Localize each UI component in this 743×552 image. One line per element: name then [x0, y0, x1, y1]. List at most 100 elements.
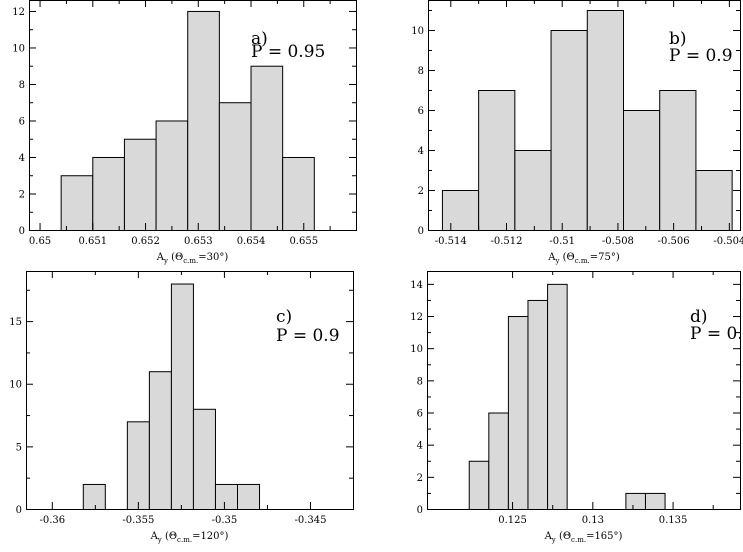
panel-c-xlabel-sub1: y	[157, 536, 162, 544]
panel-b-bar-3	[550, 30, 588, 231]
panel-b-bar-4	[586, 10, 624, 231]
panel-c-x-tick-label: -0.36	[39, 515, 65, 526]
panel-c-x-tick-label: -0.35	[212, 515, 238, 526]
panel-b-xlabel-angle: =75°)	[590, 252, 620, 263]
panel-d-x-axis-label: Ay (Θc.m.=165°)	[544, 531, 623, 544]
panel-a-bar-3	[155, 120, 189, 231]
panel-a-y-tick-label: 12	[12, 7, 25, 18]
panel-a-xlabel-sub2: c.m.	[183, 257, 198, 265]
panel-a-bar-1	[92, 156, 125, 232]
panel-c-xlabel-angle: =120°)	[192, 531, 228, 542]
panel-d-xlabel-angle: =165°)	[586, 531, 622, 542]
panel-b-x-tick-label: -0.508	[602, 236, 634, 247]
panel-a-y-tick-label: 4	[19, 153, 25, 164]
panel-a-x-tick-label: 0.652	[131, 236, 160, 247]
panel-a-axes: 0.65 0.651 0.652 0.653 0.654 0.655 0 2 4 6 8 10 12	[12, 0, 356, 247]
panel-c-bar-5	[192, 408, 216, 510]
panel-c-bar-7	[237, 483, 261, 510]
panel-c-y-tick-label: 0	[16, 505, 22, 516]
panel-d-y-tick-label: 0	[417, 505, 423, 516]
panel-c-xlabel-sub2: c.m.	[177, 536, 192, 544]
panel-a-bar-2	[123, 138, 157, 232]
panel-b-label: b)	[669, 29, 687, 49]
panel-b-xlabel-sub2: c.m.	[575, 257, 590, 265]
panel-b-bars	[441, 10, 733, 231]
panel-d-bar-3	[527, 299, 549, 510]
panel-d-y-tick-label: 2	[417, 473, 423, 484]
panel-a-xlabel-main: A	[156, 252, 165, 263]
panel-a-label: a)	[251, 29, 268, 49]
panel-c-x-axis-label: Ay (Θc.m.=120°)	[150, 531, 229, 544]
panel-d-plot-frame	[427, 271, 741, 510]
panel-b-x-tick-label: -0.506	[658, 236, 690, 247]
panel-d-x-tick-label: 0.125	[498, 515, 527, 526]
panel-d-y-tick-label: 4	[417, 441, 423, 452]
panel-a-xlabel-sub1: y	[163, 257, 168, 265]
panel-a-y-tick-label: 8	[19, 80, 25, 91]
panel-a-bar-5	[218, 102, 252, 231]
panel-b-p-value: P = 0.9	[669, 46, 733, 66]
panel-a-xlabel-theta: (Θ	[168, 252, 183, 263]
panel-d-bar-2	[507, 316, 529, 511]
panel-d-xlabel-sub2: c.m.	[571, 536, 586, 544]
panel-c-x-tick-label: -0.345	[294, 515, 326, 526]
panel-b-y-tick-label: 2	[418, 186, 424, 197]
panel-c-y-tick-label: 10	[9, 380, 22, 391]
panel-d-label: d)	[690, 307, 708, 327]
panel-d-y-tick-label: 12	[410, 312, 423, 323]
panel-d-x-tick-label: 0.135	[659, 515, 688, 526]
panel-d-bar-4	[547, 283, 568, 510]
panel-a-y-tick-label: 6	[19, 116, 25, 127]
panel-d-bar-1	[488, 412, 509, 511]
panel-b-bar-7	[695, 170, 733, 231]
panel-d-y-tick-label: 14	[410, 280, 423, 291]
panel-a-x-axis-label: Ay (Θc.m.=30°)	[156, 252, 229, 265]
panel-b-axes: -0.514 -0.512 -0.51 -0.508 -0.506 -0.504 0 2 4 6 8…	[411, 0, 743, 247]
panel-c-bar-0	[82, 483, 106, 510]
panel-d-bar-8	[625, 492, 646, 510]
panel-d-axes: 0.125 0.13 0.135 0 2 4 6 8 10 12 14	[410, 271, 740, 526]
panel-d-xlabel-sub1: y	[551, 536, 556, 544]
panel-c-bar-6	[214, 483, 239, 510]
panel-c-p-value: P = 0.9	[276, 326, 340, 346]
panel-c-y-tick-label: 5	[16, 442, 22, 453]
panel-b-bar-2	[514, 150, 552, 231]
panel-b-y-tick-label: 8	[418, 66, 424, 77]
panel-c-bar-3	[148, 371, 172, 511]
panel-a-bars	[60, 10, 315, 232]
panel-a-y-tick-label: 10	[12, 43, 25, 54]
panel-d-bar-0	[468, 460, 490, 510]
panel-c-bar-2	[126, 421, 150, 511]
panel-a-y-tick-label: 0	[19, 226, 25, 237]
panel-d-x-tick-label: 0.13	[582, 515, 604, 526]
panel-c-bars	[82, 283, 261, 511]
panel-b-x-tick-label: -0.514	[435, 236, 467, 247]
panel-b-y-tick-label: 10	[411, 26, 424, 37]
panel-d-xlabel-theta: (Θ	[556, 531, 571, 542]
panel-c-bar-4	[170, 283, 194, 510]
panel-c-x-tick-label: -0.355	[122, 515, 154, 526]
panel-a-p-value: P = 0.95	[251, 42, 325, 62]
panel-d-y-tick-label: 8	[417, 376, 423, 387]
panel-b-bar-5	[623, 110, 661, 231]
panel-b-xlabel-theta: (Θ	[559, 252, 574, 263]
panel-a-bar-6	[250, 65, 284, 232]
panel-d-bars	[468, 283, 666, 511]
panel-b-x-tick-label: -0.504	[713, 236, 743, 247]
panel-d-y-tick-label: 10	[410, 344, 423, 355]
panel-d-p-value: P = 0.41	[690, 324, 743, 344]
panel-d-xlabel-main: A	[544, 531, 553, 542]
panel-a-x-tick-label: 0.65	[29, 236, 51, 247]
panel-b-y-tick-label: 4	[418, 146, 424, 157]
panel-d-y-tick-label: 6	[417, 409, 423, 420]
panel-d: 0.125 0.13 0.135 0 2 4 6 8 10 12 14 d) P = 0.41 Ay…	[410, 271, 743, 544]
panel-b-y-tick-label: 6	[418, 106, 424, 117]
panel-b-y-tick-label: 0	[418, 226, 424, 237]
panel-c-label: c)	[276, 307, 292, 327]
panel-b-xlabel-main: A	[547, 252, 556, 263]
panel-b-x-axis-label: Ay (Θc.m.=75°)	[547, 252, 620, 265]
panel-a-bar-7	[282, 156, 315, 232]
panel-a-x-tick-label: 0.651	[78, 236, 107, 247]
panel-a-x-tick-label: 0.653	[184, 236, 213, 247]
panel-b-bar-0	[441, 190, 480, 231]
